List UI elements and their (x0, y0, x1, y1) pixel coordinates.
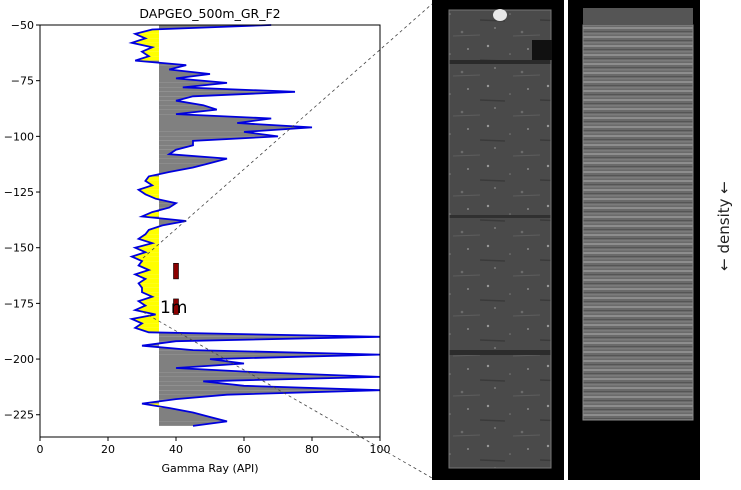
tie-line-top (142, 3, 433, 259)
y-tick-label: −200 (4, 353, 34, 366)
gamma-ray-curve (128, 24, 381, 427)
ct-core-image-left (432, 0, 564, 480)
fill-below-cutoff (145, 180, 159, 186)
y-tick-label: −150 (4, 242, 34, 255)
fill-below-cutoff (135, 33, 159, 39)
y-tick-label: −75 (11, 75, 34, 88)
fill-above-cutoff (159, 96, 193, 101)
fill-below-cutoff (142, 287, 159, 293)
fill-above-cutoff (159, 127, 312, 132)
y-tick-label: −125 (4, 186, 34, 199)
core-sample-marker (173, 298, 179, 315)
fill-above-cutoff (159, 122, 312, 128)
x-tick-label: 40 (169, 443, 183, 456)
x-axis-label: Gamma Ray (API) (161, 462, 259, 475)
fill-below-cutoff (138, 283, 159, 288)
fill-above-cutoff (159, 381, 244, 386)
fill-above-cutoff (159, 412, 210, 417)
x-tick-label: 60 (237, 443, 251, 456)
fill-above-cutoff (159, 203, 176, 208)
density-label: ← density ← (715, 181, 733, 271)
ct-core-image-right (568, 0, 700, 480)
fill-below-cutoff (138, 261, 159, 266)
x-tick-label: 0 (37, 443, 44, 456)
tie-line-bottom (142, 311, 433, 479)
fill-above-cutoff (159, 158, 227, 164)
fill-above-cutoff (159, 416, 227, 422)
fill-below-cutoff (135, 274, 159, 279)
fill-above-cutoff (159, 163, 210, 168)
fill-below-cutoff (131, 38, 159, 43)
y-tick-label: −175 (4, 297, 34, 310)
fill-below-cutoff (142, 51, 159, 57)
core-sample-marker (173, 262, 179, 280)
fill-above-cutoff (159, 105, 217, 110)
x-tick-label: 100 (370, 443, 391, 456)
fill-below-cutoff (138, 265, 159, 270)
scale-annotation-1m: 1m (160, 298, 188, 318)
y-tick-label: −100 (4, 130, 34, 143)
x-tick-label: 80 (305, 443, 319, 456)
plot-frame (39, 24, 381, 438)
fill-above-cutoff (159, 145, 193, 150)
fill-above-cutoff (159, 421, 227, 426)
fill-above-cutoff (159, 140, 193, 146)
fill-below-cutoff (131, 318, 159, 324)
fill-above-cutoff (159, 372, 380, 377)
y-tick-label: −225 (4, 409, 34, 422)
x-tick-label: 20 (101, 443, 115, 456)
fill-above-cutoff (159, 149, 176, 155)
y-tick-label: −50 (11, 19, 34, 32)
fill-below-cutoff (135, 305, 159, 311)
chart-title: DAPGEO_500m_GR_F2 (139, 6, 281, 21)
fill-below-cutoff (131, 256, 159, 262)
fill-above-cutoff (159, 359, 244, 364)
fill-below-cutoff (131, 252, 159, 257)
